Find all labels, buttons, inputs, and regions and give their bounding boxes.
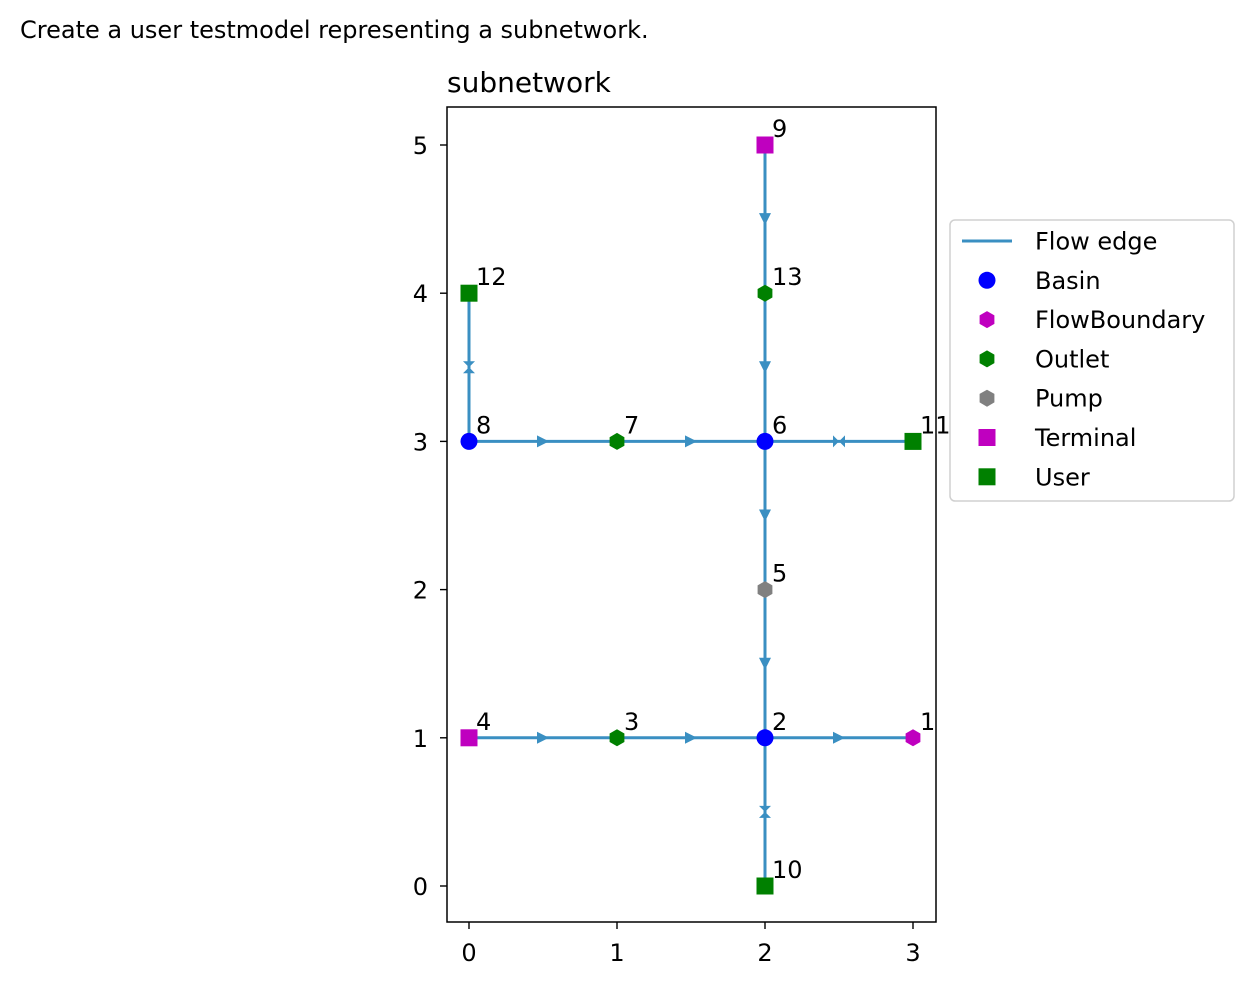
x-tick-label: 1 [609,939,624,967]
flow-arrow-2-5 [759,657,771,670]
y-tick-label: 2 [413,577,428,605]
node-label-2: 2 [772,708,787,736]
node-3 [609,729,625,747]
y-tick-label: 5 [413,132,428,160]
node-label-10: 10 [772,856,803,884]
node-7 [609,432,625,450]
flow-arrow-8-12 [463,361,475,374]
node-label-8: 8 [476,411,491,439]
node-label-4: 4 [476,708,491,736]
legend-swatch-terminal [978,429,996,446]
node-13 [757,284,773,302]
legend-swatch-user [978,468,996,486]
plot-title: subnetwork [447,66,612,99]
legend-swatch-basin [978,271,996,289]
legend-label: Outlet [1035,345,1109,373]
node-6 [756,432,774,450]
legend-label: User [1035,463,1090,491]
x-tick-label: 0 [461,939,476,967]
edges-layer [463,145,913,886]
legend-swatch-pump [979,389,995,407]
flow-arrow-5-6 [759,509,771,522]
legend-swatch-outlet [979,350,995,368]
node-12 [460,284,478,302]
flow-arrow-2-3 [685,731,697,744]
plot-area [446,106,937,923]
legend: Flow edge Basin FlowBoundary Outlet Pump Term… [949,219,1235,502]
x-tick-label: 2 [757,939,772,967]
flow-arrow-3-4 [537,731,549,744]
node-label-9: 9 [772,115,787,143]
flow-arrow-13-9 [759,213,771,226]
y-tick-label: 4 [413,280,428,308]
node-label-1: 1 [920,708,935,736]
node-10 [756,877,774,895]
flow-arrow-7-8 [537,435,549,448]
node-5 [757,581,773,599]
flow-arrow-6-11 [833,435,845,448]
flow-arrow-6-7 [685,435,697,448]
flow-arrow-6-13 [759,361,771,374]
node-2 [756,729,774,747]
node-8 [460,432,478,450]
node-4 [460,729,478,747]
node-9 [756,136,774,154]
node-label-11: 11 [920,411,951,439]
node-label-5: 5 [772,560,787,588]
legend-label: Basin [1035,267,1101,295]
y-tick-label: 0 [413,873,428,901]
node-11 [904,432,922,450]
node-label-3: 3 [624,708,639,736]
flow-arrow-2-10 [759,805,771,818]
figure-caption: Create a user testmodel representing a s… [20,16,649,44]
legend-label: FlowBoundary [1035,306,1205,334]
legend-frame [949,219,1235,502]
node-label-6: 6 [772,411,787,439]
legend-label: Flow edge [1035,228,1157,256]
legend-swatch-flowboundary [979,311,995,329]
x-tick-label: 3 [905,939,920,967]
node-label-13: 13 [772,263,803,291]
node-label-7: 7 [624,411,639,439]
legend-label: Terminal [1034,424,1136,452]
node-1 [905,729,921,747]
flow-arrow-1-2 [833,731,845,744]
y-tick-label: 1 [413,725,428,753]
y-tick-label: 3 [413,428,428,456]
legend-label: Pump [1035,385,1103,413]
node-label-12: 12 [476,263,507,291]
